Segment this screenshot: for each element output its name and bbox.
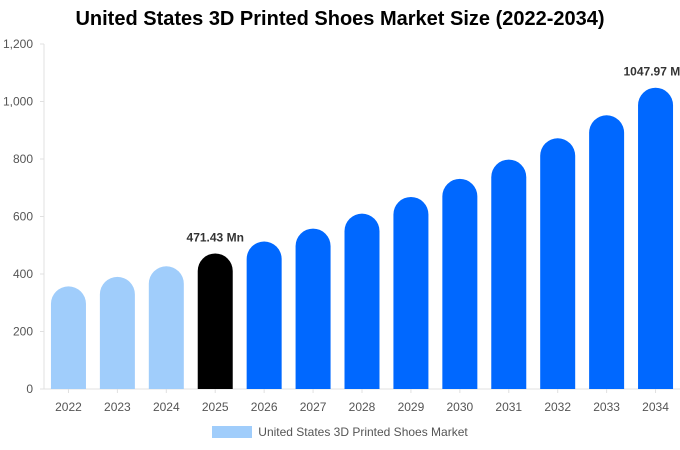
bar-2031 bbox=[491, 159, 527, 389]
legend-swatch bbox=[212, 426, 253, 438]
bar-2030 bbox=[442, 178, 478, 389]
y-tick-label: 0 bbox=[26, 382, 33, 396]
x-tick-label: 2025 bbox=[202, 400, 229, 414]
x-tick-label: 2034 bbox=[642, 400, 669, 414]
bar-2029 bbox=[393, 196, 429, 389]
data-label: 471.43 Mn bbox=[187, 230, 244, 244]
x-tick-label: 2033 bbox=[593, 400, 620, 414]
x-tick-label: 2026 bbox=[251, 400, 278, 414]
y-tick-label: 800 bbox=[13, 152, 33, 166]
bar-2022 bbox=[50, 286, 86, 389]
data-label: 1047.97 Mn bbox=[624, 65, 680, 79]
y-tick-label: 200 bbox=[13, 325, 33, 339]
x-tick-label: 2027 bbox=[300, 400, 327, 414]
bar-2032 bbox=[540, 138, 576, 389]
bar-2024 bbox=[148, 266, 184, 389]
x-tick-label: 2022 bbox=[55, 400, 82, 414]
legend-label: United States 3D Printed Shoes Market bbox=[258, 425, 468, 439]
x-tick-label: 2024 bbox=[153, 400, 180, 414]
bar-2025 bbox=[197, 253, 233, 389]
legend: United States 3D Printed Shoes Market bbox=[0, 425, 680, 439]
y-tick-label: 1,000 bbox=[3, 95, 33, 109]
bar-2026 bbox=[246, 241, 282, 389]
x-tick-label: 2031 bbox=[495, 400, 522, 414]
chart-title: United States 3D Printed Shoes Market Si… bbox=[75, 8, 605, 30]
bar-2023 bbox=[99, 276, 135, 389]
y-tick-label: 400 bbox=[13, 267, 33, 281]
x-tick-label: 2028 bbox=[349, 400, 376, 414]
bar-2034 bbox=[638, 87, 674, 390]
y-tick-label: 600 bbox=[13, 210, 33, 224]
x-tick-label: 2023 bbox=[104, 400, 131, 414]
bar-2027 bbox=[295, 228, 331, 389]
bar-2028 bbox=[344, 213, 380, 389]
y-tick-label: 1,200 bbox=[3, 37, 33, 51]
x-tick-label: 2030 bbox=[446, 400, 473, 414]
x-tick-label: 2029 bbox=[398, 400, 425, 414]
x-tick-label: 2032 bbox=[544, 400, 571, 414]
bar-2033 bbox=[589, 115, 625, 390]
